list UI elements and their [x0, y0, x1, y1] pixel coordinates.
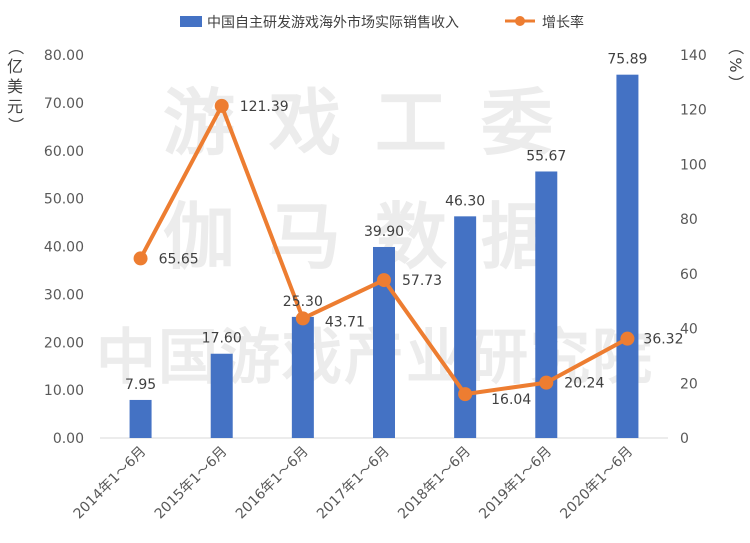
growth-point: [133, 251, 148, 266]
right-unit-char: %: [726, 57, 745, 72]
bar-value-label: 55.67: [526, 148, 566, 164]
right-tick-label: 0: [680, 431, 689, 447]
right-unit-char: （: [726, 39, 745, 55]
bar-value-label: 7.95: [125, 377, 156, 393]
legend: 中国自主研发游戏海外市场实际销售收入 增长率: [180, 14, 584, 31]
growth-point: [295, 311, 310, 326]
left-tick-label: 40.00: [44, 240, 84, 256]
bar-value-label: 25.30: [283, 294, 323, 310]
bar: [129, 399, 152, 438]
growth-value-label: 121.39: [240, 99, 289, 115]
right-tick-label: 80: [680, 212, 698, 228]
bar-value-label: 39.90: [364, 224, 404, 240]
bar: [616, 74, 639, 438]
x-axis: 2014年1～6月 2015年1～6月 2016年1～6月 2017年1～6月 2018…: [71, 444, 637, 523]
left-tick-label: 50.00: [44, 192, 84, 208]
legend-bar-label: 中国自主研发游戏海外市场实际销售收入: [207, 14, 459, 31]
right-tick-label: 120: [680, 103, 707, 119]
growth-value-label: 36.32: [643, 332, 683, 348]
right-tick-label: 100: [680, 157, 707, 173]
watermark: 游戏工委伽马数据中国游戏产业研究院: [96, 81, 652, 393]
legend-line-label: 增长率: [542, 14, 584, 31]
bar-value-label: 75.89: [607, 52, 647, 68]
left-axis: 0.00 10.00 20.00 30.00 40.00 50.00 60.00 70.00 8…: [44, 48, 84, 447]
right-tick-label: 60: [680, 267, 698, 283]
bar: [373, 246, 395, 438]
bar: [454, 216, 477, 438]
growth-point: [539, 375, 554, 390]
left-tick-label: 60.00: [44, 144, 84, 160]
x-tick-label: 2014年1～6月: [71, 444, 150, 523]
growth-value-label: 57.73: [402, 273, 442, 289]
bar: [291, 316, 314, 438]
watermark-text: 伽马数据: [163, 195, 587, 279]
left-tick-label: 0.00: [53, 431, 84, 447]
bar-value-label: 17.60: [202, 331, 242, 347]
right-tick-label: 40: [680, 322, 698, 338]
x-tick-label: 2018年1～6月: [395, 444, 474, 523]
growth-value-label: 43.71: [325, 314, 365, 330]
line-series: [133, 98, 635, 402]
growth-point: [377, 273, 391, 288]
x-tick-label: 2017年1～6月: [314, 444, 393, 523]
x-tick-label: 2019年1～6月: [476, 444, 555, 523]
left-axis-unit: （ 亿 美 元 ）: [6, 39, 25, 133]
right-tick-label: 140: [680, 48, 707, 64]
x-tick-label: 2015年1～6月: [152, 444, 231, 523]
right-axis: 0 20 40 60 80 100 120 140: [680, 48, 707, 447]
left-unit-char: 美: [7, 77, 23, 96]
growth-point: [214, 98, 229, 113]
bar-series: [129, 74, 639, 439]
growth-value-label: 20.24: [564, 376, 604, 392]
x-tick-label: 2016年1～6月: [233, 444, 312, 523]
right-tick-label: 20: [680, 376, 698, 392]
left-unit-char: （: [6, 39, 25, 55]
right-unit-char: ）: [726, 75, 745, 91]
left-unit-char: ）: [6, 117, 25, 133]
line-data-labels: 65.65 121.39 43.71 57.73 16.04 20.24 36.32: [159, 99, 684, 408]
left-tick-label: 80.00: [44, 48, 84, 64]
legend-bar-swatch: [180, 16, 202, 27]
left-tick-label: 10.00: [44, 383, 84, 399]
bar-value-label: 46.30: [445, 193, 485, 209]
growth-value-label: 16.04: [491, 392, 531, 408]
bar: [210, 353, 233, 438]
growth-value-label: 65.65: [159, 251, 199, 267]
bar-data-labels: 7.95 17.60 25.30 39.90 46.30 55.67 75.89: [125, 52, 647, 393]
bar: [535, 171, 558, 439]
left-tick-label: 20.00: [44, 335, 84, 351]
x-tick-label: 2020年1～6月: [557, 444, 636, 523]
growth-point: [620, 331, 635, 346]
growth-point: [458, 387, 473, 402]
right-axis-unit: （ % ）: [726, 39, 745, 91]
left-unit-char: 元: [7, 97, 23, 116]
left-unit-char: 亿: [7, 57, 23, 76]
legend-line-marker: [515, 16, 525, 26]
left-tick-label: 70.00: [44, 96, 84, 112]
left-tick-label: 30.00: [44, 287, 84, 303]
